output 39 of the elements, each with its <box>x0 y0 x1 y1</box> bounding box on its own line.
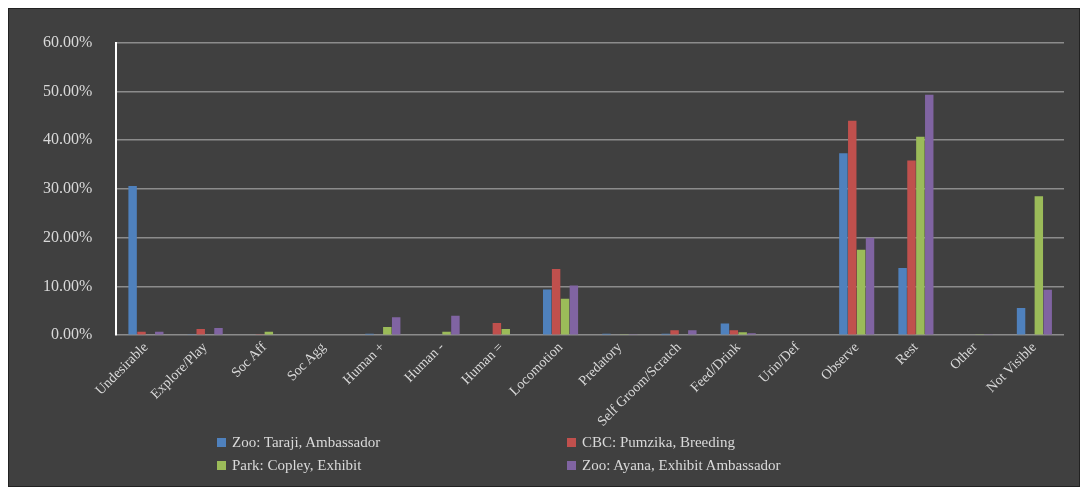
bar <box>839 153 848 335</box>
legend-label: Zoo: Taraji, Ambassador <box>232 434 381 451</box>
bar <box>729 330 739 335</box>
bar <box>907 160 916 335</box>
y-tick-label: 0.00% <box>51 325 93 343</box>
y-tick-label: 40.00% <box>43 130 93 148</box>
bar <box>569 285 579 335</box>
bar <box>856 249 866 335</box>
bar <box>383 326 392 335</box>
y-tick-label: 10.00% <box>43 276 93 294</box>
x-tick-label: Soc Aff <box>228 339 270 381</box>
bar <box>492 323 502 335</box>
bar <box>898 267 907 335</box>
bar <box>670 330 679 335</box>
x-tick-label: Rest <box>892 339 921 368</box>
bar <box>543 289 552 335</box>
y-tick-label: 50.00% <box>43 81 93 99</box>
legend-label: Zoo: Ayana, Exhibit Ambassador <box>582 457 781 474</box>
bar <box>451 315 460 335</box>
bar <box>916 136 925 335</box>
bar <box>1043 289 1052 335</box>
legend-label: Park: Copley, Exhibit <box>232 457 362 474</box>
bar <box>688 330 697 335</box>
legend-label: CBC: Pumzika, Breeding <box>582 434 735 451</box>
bar <box>551 268 561 335</box>
y-tick-label: 30.00% <box>43 179 93 197</box>
bar <box>738 332 747 335</box>
bar <box>214 327 223 335</box>
y-tick-label: 60.00% <box>43 32 93 50</box>
bar <box>391 317 401 335</box>
bar <box>128 185 137 335</box>
bar <box>865 237 875 335</box>
bar <box>1034 196 1044 335</box>
bar <box>848 120 857 335</box>
x-tick-label: Soc Agg <box>283 339 329 384</box>
bar <box>560 298 570 335</box>
bar <box>1016 307 1026 335</box>
y-tick-label: 20.00% <box>43 227 93 245</box>
bar <box>925 94 934 335</box>
